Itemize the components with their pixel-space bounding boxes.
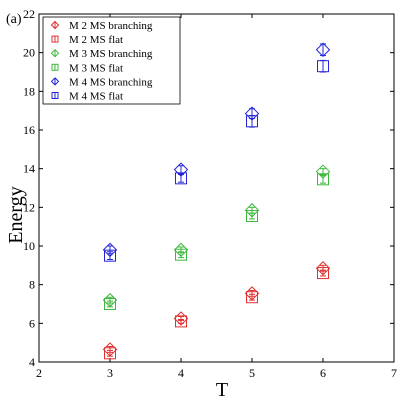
legend-entry-label: M 4 MS branching <box>69 76 153 88</box>
square-marker <box>317 173 329 186</box>
y-tick-label: 8 <box>29 278 35 292</box>
legend: M 2 MS branching M 2 MS flat M 3 MS branch… <box>42 16 181 105</box>
square-marker <box>104 298 116 310</box>
series-group <box>102 261 331 357</box>
x-tick-label: 2 <box>36 366 42 380</box>
plot-area <box>38 13 395 363</box>
square-marker <box>175 172 187 185</box>
y-tick-label: 18 <box>23 84 35 98</box>
square-marker <box>317 267 329 280</box>
square-marker <box>317 60 329 73</box>
legend-square-marker <box>51 35 59 43</box>
data-marks <box>102 42 331 360</box>
legend-marker <box>51 35 59 43</box>
y-tick-label: 16 <box>23 123 35 137</box>
legend-square-marker <box>51 63 59 71</box>
legend-diamond-marker <box>50 20 60 30</box>
y-tick-label: 22 <box>23 7 35 21</box>
y-tick-label: 14 <box>23 162 35 176</box>
panel-label: (a) <box>6 12 22 27</box>
legend-entry-label: M 2 MS flat <box>69 34 123 46</box>
y-tick-label: 20 <box>23 46 35 60</box>
legend-marker <box>50 77 60 86</box>
y-tick-label: 10 <box>23 239 35 253</box>
series-group <box>102 164 331 308</box>
x-tick-label: 7 <box>391 366 397 380</box>
x-axis-ticks: 2 3 4 5 6 7 <box>36 14 397 380</box>
square-marker <box>246 115 258 128</box>
diamond-marker <box>315 42 331 57</box>
square-marker <box>246 210 258 223</box>
x-axis-label: T <box>216 379 228 401</box>
legend-entry-label: M 2 MS branching <box>69 20 153 32</box>
legend-marker <box>51 63 59 71</box>
y-axis-ticks: 4 6 8 10 12 14 16 18 20 22 <box>23 7 394 369</box>
y-tick-label: 12 <box>23 200 35 214</box>
x-tick-label: 3 <box>107 366 113 380</box>
series-group <box>102 42 331 258</box>
plot-frame <box>38 13 395 363</box>
legend-entry-label: M 3 MS branching <box>69 48 153 60</box>
x-tick-label: 5 <box>249 366 255 380</box>
legend-marker <box>51 92 59 99</box>
legend-marker <box>50 20 60 30</box>
series-group <box>104 267 329 360</box>
y-axis-label: Energy <box>5 186 27 243</box>
legend-entry-label: M 3 MS flat <box>69 62 123 74</box>
square-marker <box>175 248 187 261</box>
legend-square-marker <box>51 92 59 99</box>
series-group <box>104 59 329 262</box>
square-marker <box>104 347 116 360</box>
series-group <box>104 173 329 310</box>
legend-box <box>42 16 181 105</box>
x-tick-label: 4 <box>178 366 184 380</box>
y-tick-label: 6 <box>29 316 35 330</box>
x-tick-label: 6 <box>320 366 326 380</box>
legend-diamond-marker <box>50 48 60 58</box>
legend-diamond-marker <box>50 77 60 86</box>
legend-marker <box>50 48 60 58</box>
square-marker <box>175 315 187 328</box>
legend-entry-label: M 4 MS flat <box>69 91 123 103</box>
square-marker <box>104 249 116 262</box>
square-marker <box>246 291 258 304</box>
y-tick-label: 4 <box>29 355 35 369</box>
